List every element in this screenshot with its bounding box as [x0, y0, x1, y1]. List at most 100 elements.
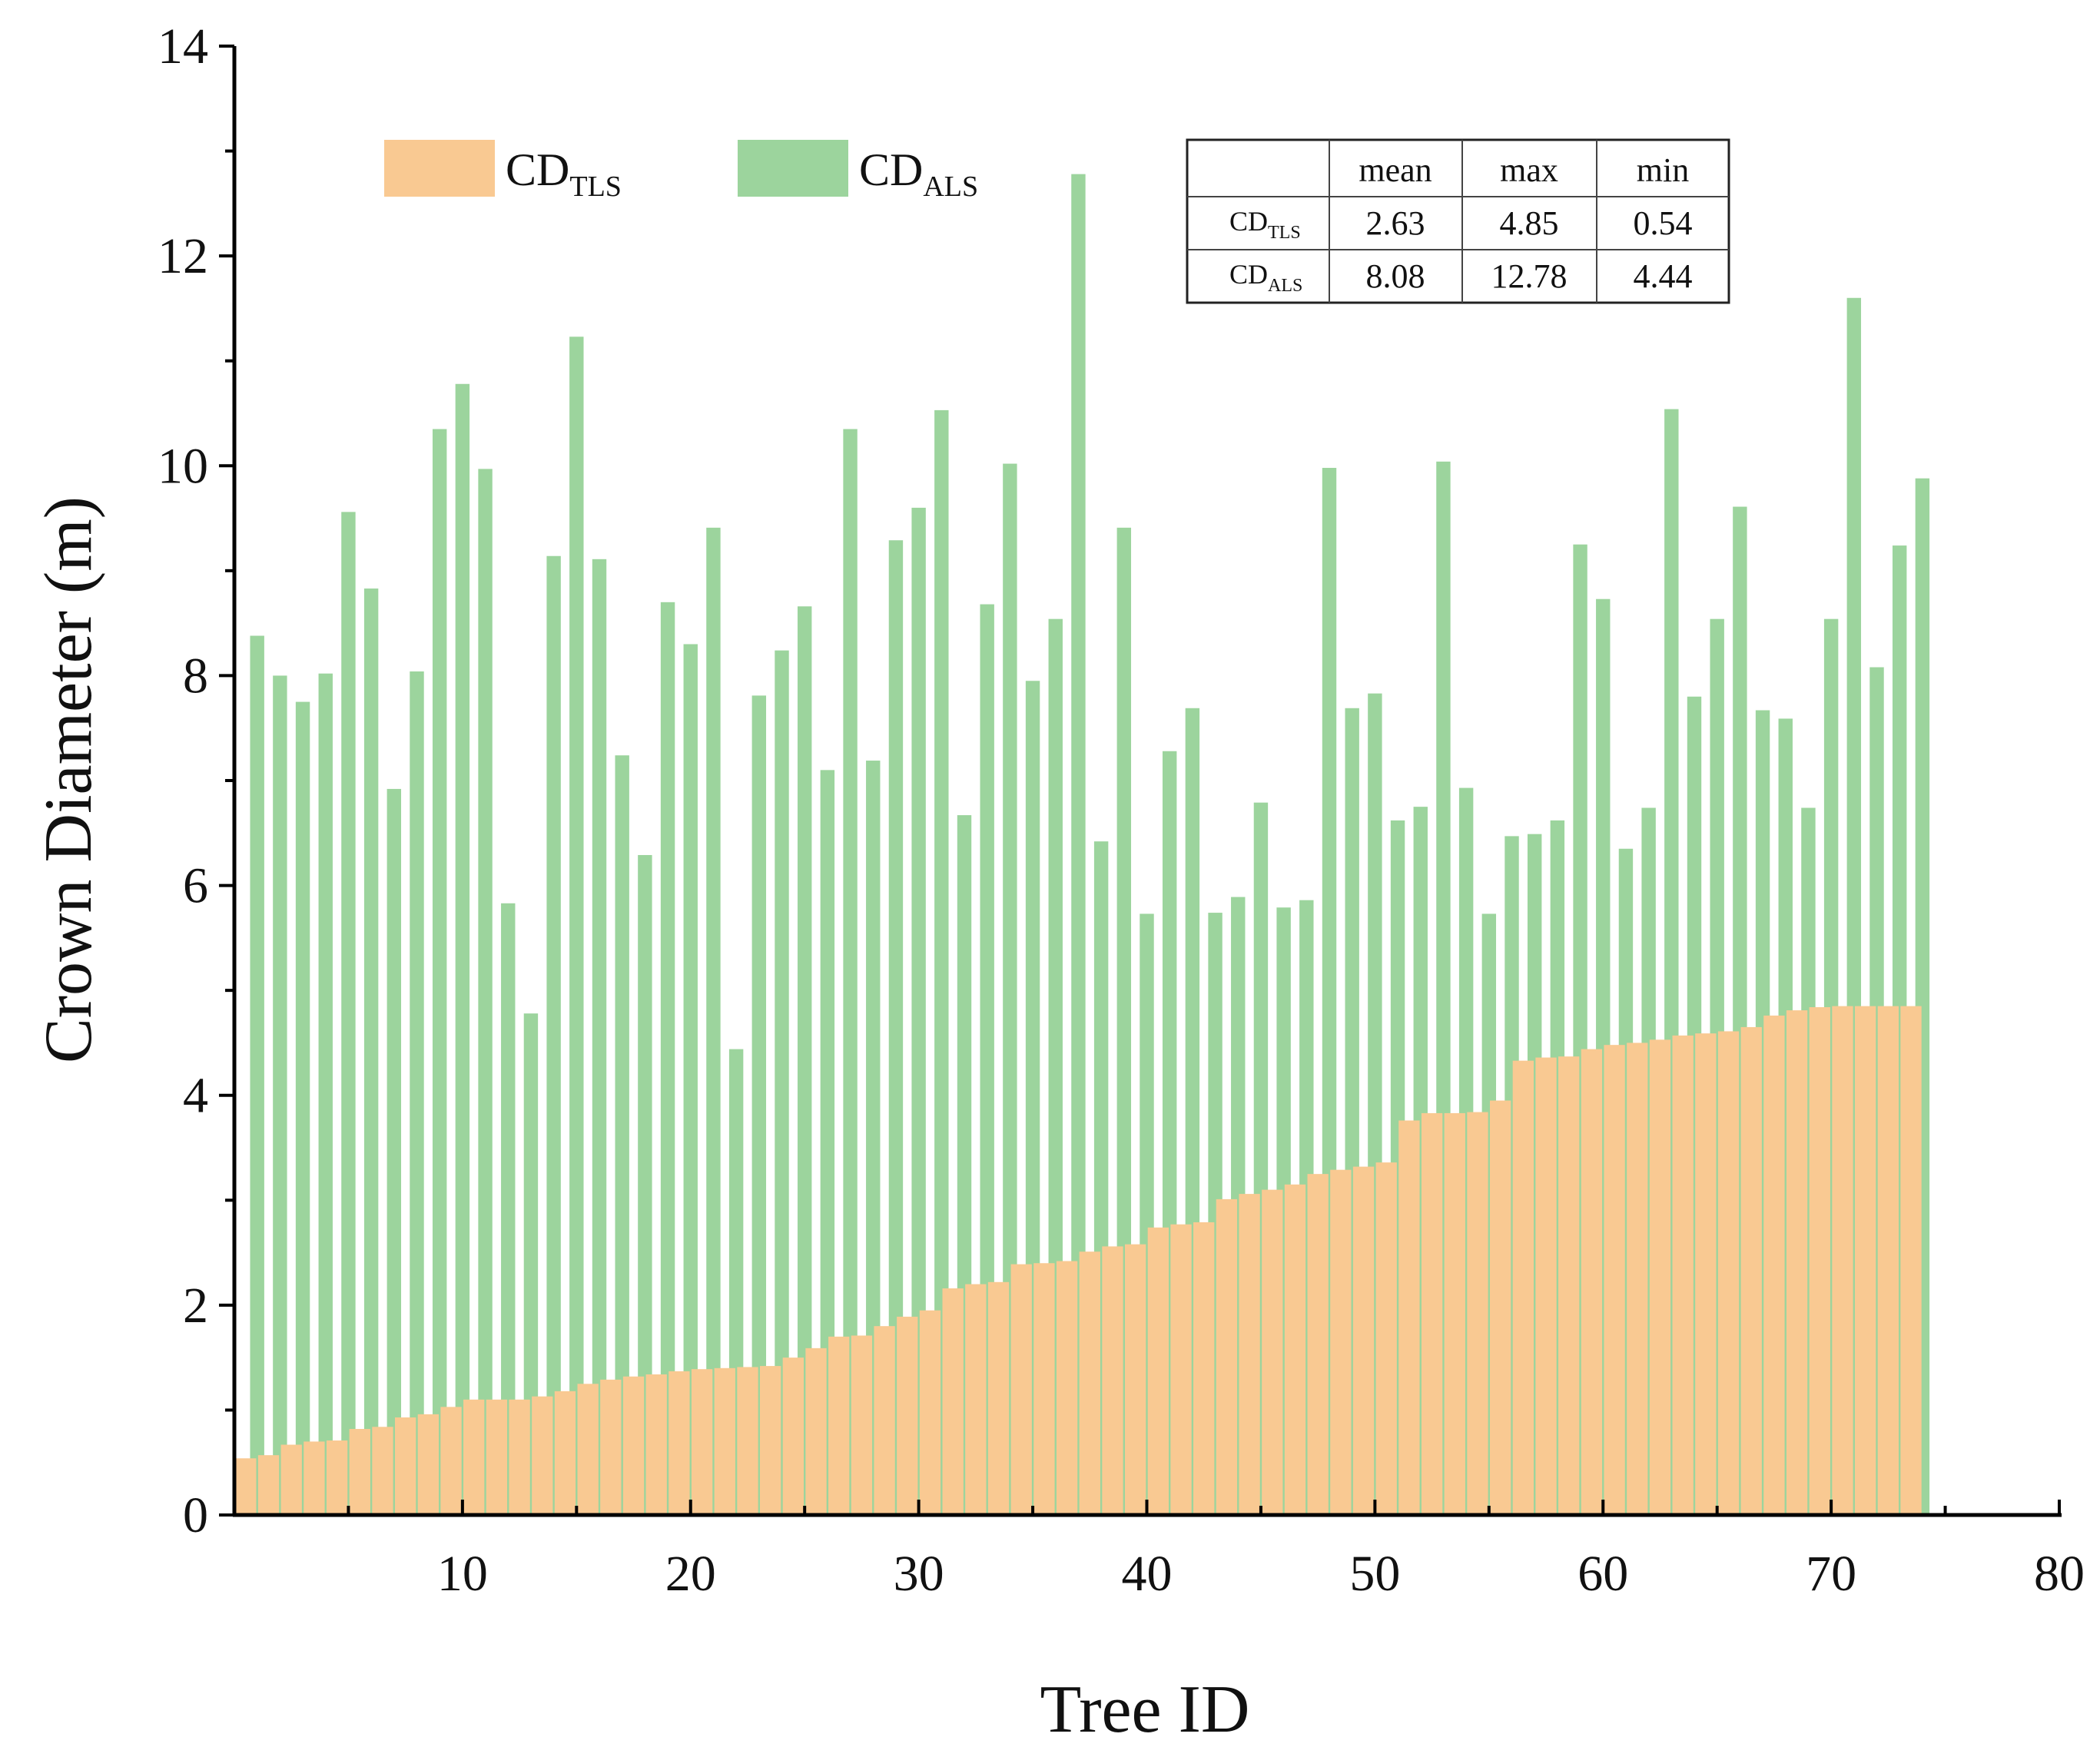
- bar-als: [295, 701, 310, 1515]
- bar-tls: [851, 1335, 873, 1515]
- bar-als: [410, 671, 424, 1515]
- bar-tls: [874, 1326, 895, 1515]
- bar-tls: [1467, 1112, 1488, 1515]
- bar-tls: [554, 1391, 576, 1515]
- bar-tls: [919, 1310, 941, 1515]
- bar-tls: [1512, 1060, 1534, 1515]
- table-cell-tls-min: 0.54: [1634, 204, 1693, 242]
- bar-tls: [1900, 1006, 1922, 1515]
- bar-tls: [1079, 1251, 1100, 1515]
- bar-tls: [1444, 1112, 1465, 1515]
- bar-tls: [1877, 1006, 1899, 1515]
- bar-tls: [1763, 1015, 1785, 1515]
- bar-als: [273, 675, 287, 1516]
- bar-als: [501, 903, 516, 1515]
- bar-tls: [645, 1374, 667, 1515]
- bar-tls: [577, 1384, 599, 1515]
- bar-tls: [1649, 1039, 1671, 1515]
- bar-als: [888, 540, 904, 1515]
- bar-tls: [1239, 1194, 1260, 1515]
- bar-als: [797, 606, 812, 1515]
- bar-tls: [372, 1427, 393, 1515]
- bar-als: [546, 555, 561, 1515]
- bar-tls: [691, 1369, 713, 1515]
- bar-tls: [1056, 1261, 1078, 1515]
- axes: 0 2 4 6 8 10 12 14 10 20 30 40 50 60 70 80: [158, 18, 2085, 1602]
- bar-tls: [737, 1367, 758, 1515]
- x-tick-label: 40: [1122, 1546, 1173, 1602]
- bar-tls: [1170, 1224, 1192, 1515]
- table-cell-als-max: 12.78: [1491, 257, 1568, 295]
- bar-als: [820, 770, 835, 1515]
- y-tick-label: 8: [183, 648, 208, 704]
- bar-tls: [1125, 1244, 1146, 1515]
- bar-als: [751, 695, 767, 1515]
- bar-tls: [668, 1371, 690, 1515]
- y-tick-label: 10: [158, 438, 208, 494]
- stats-table-frame: [1186, 138, 1730, 304]
- bar-tls: [1809, 1006, 1830, 1515]
- bar-tls: [714, 1367, 735, 1515]
- bar-tls: [235, 1458, 257, 1515]
- legend-swatch-tls: [384, 140, 495, 197]
- x-ticks: 10 20 30 40 50 60 70 80: [347, 1500, 2085, 1602]
- bar-als: [615, 755, 629, 1515]
- x-tick-label: 50: [1349, 1546, 1400, 1602]
- bar-tls: [440, 1407, 462, 1515]
- table-row-label-tls: CDTLS: [1229, 206, 1301, 243]
- legend-label-als: CDALS: [859, 144, 978, 203]
- stats-table: mean max min CDTLS 2.63 4.85 0.54 CDALS …: [1186, 138, 1730, 304]
- bar-tls: [1375, 1162, 1397, 1515]
- bar-tls: [782, 1357, 804, 1515]
- bar-tls: [942, 1288, 964, 1515]
- y-axis-title: Crown Diameter (m): [32, 496, 106, 1063]
- bar-tls: [280, 1444, 302, 1515]
- bar-tls: [257, 1455, 280, 1515]
- x-tick-label: 10: [437, 1546, 488, 1602]
- bar-als: [660, 602, 675, 1515]
- bar-als: [432, 429, 447, 1515]
- table-cell-als-mean: 8.08: [1366, 257, 1425, 295]
- bar-als: [363, 588, 379, 1515]
- bar-als: [843, 429, 858, 1515]
- bar-tls: [1147, 1227, 1169, 1515]
- bar-tls: [463, 1399, 485, 1515]
- series-cd-tls-bars: [235, 1006, 1922, 1515]
- bar-tls: [1421, 1112, 1443, 1515]
- bar-als: [592, 559, 607, 1515]
- y-tick-label: 12: [158, 228, 208, 284]
- bar-tls: [965, 1284, 987, 1515]
- bar-tls: [1695, 1033, 1717, 1515]
- bar-tls: [509, 1399, 530, 1515]
- bar-tls: [1627, 1043, 1648, 1515]
- bar-tls: [828, 1336, 850, 1515]
- bar-tls: [1216, 1198, 1238, 1515]
- bar-tls: [1740, 1026, 1762, 1515]
- bar-tls: [1398, 1120, 1420, 1515]
- bar-tls: [1717, 1031, 1740, 1515]
- bar-tls: [1832, 1006, 1853, 1515]
- y-tick-label: 0: [183, 1487, 208, 1543]
- bar-tls: [1330, 1169, 1352, 1515]
- bar-tls: [326, 1440, 348, 1515]
- table-header-mean: mean: [1359, 151, 1432, 189]
- y-ticks: 0 2 4 6 8 10 12 14: [158, 18, 234, 1543]
- bar-tls: [1558, 1056, 1580, 1515]
- bar-tls: [1604, 1045, 1625, 1515]
- x-tick-label: 20: [665, 1546, 716, 1602]
- bar-als: [478, 469, 493, 1515]
- bar-tls: [1102, 1246, 1123, 1515]
- bar-tls: [1033, 1263, 1055, 1515]
- bar-tls: [1307, 1174, 1329, 1515]
- bar-tls: [1490, 1100, 1511, 1515]
- bar-tls: [349, 1429, 370, 1515]
- bar-tls: [1855, 1006, 1876, 1515]
- bar-tls: [1262, 1189, 1283, 1515]
- legend-label-tls: CDTLS: [506, 144, 622, 203]
- bar-tls: [1581, 1049, 1603, 1515]
- bar-als: [318, 673, 333, 1516]
- bar-tls: [987, 1281, 1010, 1515]
- bar-als: [341, 512, 356, 1515]
- bar-als: [523, 1013, 539, 1515]
